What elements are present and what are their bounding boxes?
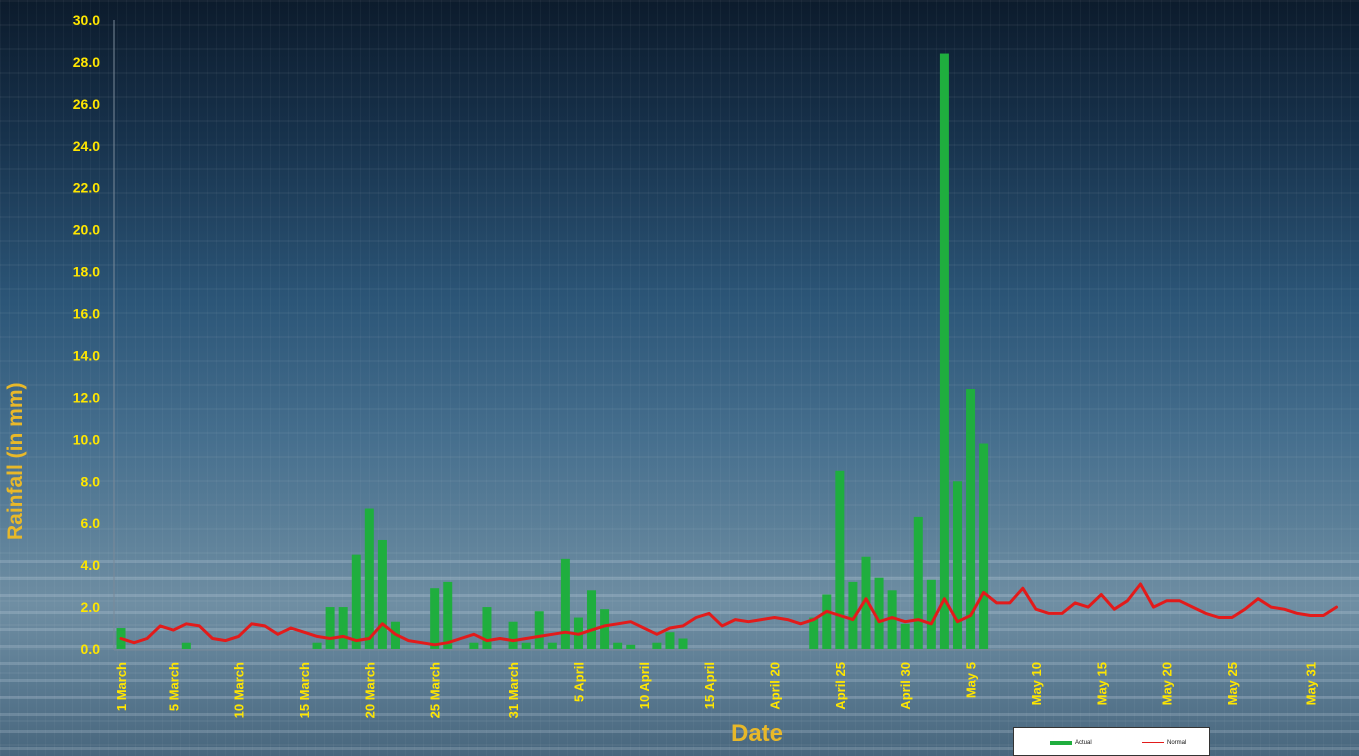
bar-actual (547, 642, 557, 649)
x-tick-label: 25 March (428, 662, 443, 718)
x-tick-label: 10 April (637, 662, 652, 709)
bar-actual (900, 623, 910, 649)
x-tick-label: 5 March (166, 662, 181, 711)
x-tick-label: April 20 (768, 662, 783, 710)
x-tick-label: 15 April (702, 662, 717, 709)
y-tick-label: 22.0 (73, 180, 100, 196)
x-tick-label: 10 March (232, 662, 247, 718)
legend-label-normal: Normal (1167, 740, 1187, 746)
y-tick-label: 28.0 (73, 54, 100, 70)
y-tick-label: 12.0 (73, 389, 100, 405)
legend-swatch-actual (1050, 741, 1072, 745)
bar-actual (809, 617, 819, 649)
bar-actual (652, 642, 662, 649)
x-tick-label: 5 April (571, 662, 586, 702)
x-tick-label: May 15 (1094, 662, 1109, 705)
y-tick-label: 18.0 (73, 264, 100, 280)
legend: Actual Normal (1013, 727, 1210, 756)
y-tick-label: 2.0 (81, 599, 101, 615)
bar-actual (822, 594, 832, 649)
bar-actual (364, 508, 374, 649)
bar-actual (861, 556, 871, 649)
series-line-normal (119, 582, 1338, 647)
bar-actual (587, 590, 597, 649)
bar-actual (913, 516, 923, 649)
bar-actual (665, 632, 675, 649)
y-tick-label: 16.0 (73, 306, 100, 322)
y-tick-label: 20.0 (73, 222, 100, 238)
y-tick-label: 4.0 (81, 557, 101, 573)
bar-actual (508, 621, 518, 649)
bar-actual (325, 607, 335, 649)
bar-actual (835, 470, 845, 649)
x-tick-label: 15 March (297, 662, 312, 718)
bar-actual (351, 554, 361, 649)
bar-actual (979, 443, 989, 649)
bar-actual (521, 642, 531, 649)
y-axis-title: Rainfall (in mm) (4, 382, 27, 540)
legend-swatch-normal (1142, 742, 1164, 743)
bar-actual (377, 539, 387, 649)
x-tick-label: May 10 (1029, 662, 1044, 705)
bar-actual (560, 558, 570, 649)
bar-actual (443, 581, 453, 649)
y-tick-label: 30.0 (73, 12, 100, 28)
bar-actual (952, 481, 962, 649)
bar-actual (939, 53, 949, 649)
bar-actual (626, 644, 636, 649)
y-tick-label: 26.0 (73, 96, 100, 112)
plot-area: 0.0 2.0 4.0 6.0 8.0 10.0 12.0 14.0 16.0 18.0 20.0 2… (73, 12, 1338, 747)
x-tick-label: 31 March (506, 662, 521, 718)
bar-actual (312, 642, 322, 649)
bar-actual (887, 590, 897, 649)
x-tick-label: May 25 (1225, 662, 1240, 705)
bar-actual (338, 607, 348, 649)
x-tick-label: 20 March (362, 662, 377, 718)
bar-actual (874, 577, 884, 649)
bar-actual (534, 611, 544, 649)
x-axis-title: Date (731, 720, 783, 747)
x-tick-label: April 30 (898, 662, 913, 710)
y-tick-label: 6.0 (81, 515, 101, 531)
bar-actual (430, 588, 440, 649)
bar-actual (482, 607, 492, 649)
x-tick-label: April 25 (833, 662, 848, 710)
bar-actual (678, 638, 688, 649)
bar-actual (181, 642, 191, 649)
bar-actual (600, 609, 610, 649)
y-tick-label: 0.0 (81, 641, 101, 657)
bar-actual (613, 642, 623, 649)
x-tick-label: 1 March (114, 662, 129, 711)
bar-actual (469, 642, 479, 649)
y-tick-label: 10.0 (73, 431, 100, 447)
legend-label-actual: Actual (1075, 740, 1092, 746)
bar-actual (848, 581, 858, 649)
bar-actual (926, 579, 936, 649)
x-tick-label: May 31 (1303, 662, 1318, 705)
x-tick-label: May 20 (1160, 662, 1175, 705)
bar-actual (966, 389, 976, 649)
y-tick-label: 24.0 (73, 138, 100, 154)
y-tick-label: 14.0 (73, 347, 100, 363)
x-tick-label: May 5 (964, 662, 979, 698)
y-tick-label: 8.0 (81, 473, 101, 489)
